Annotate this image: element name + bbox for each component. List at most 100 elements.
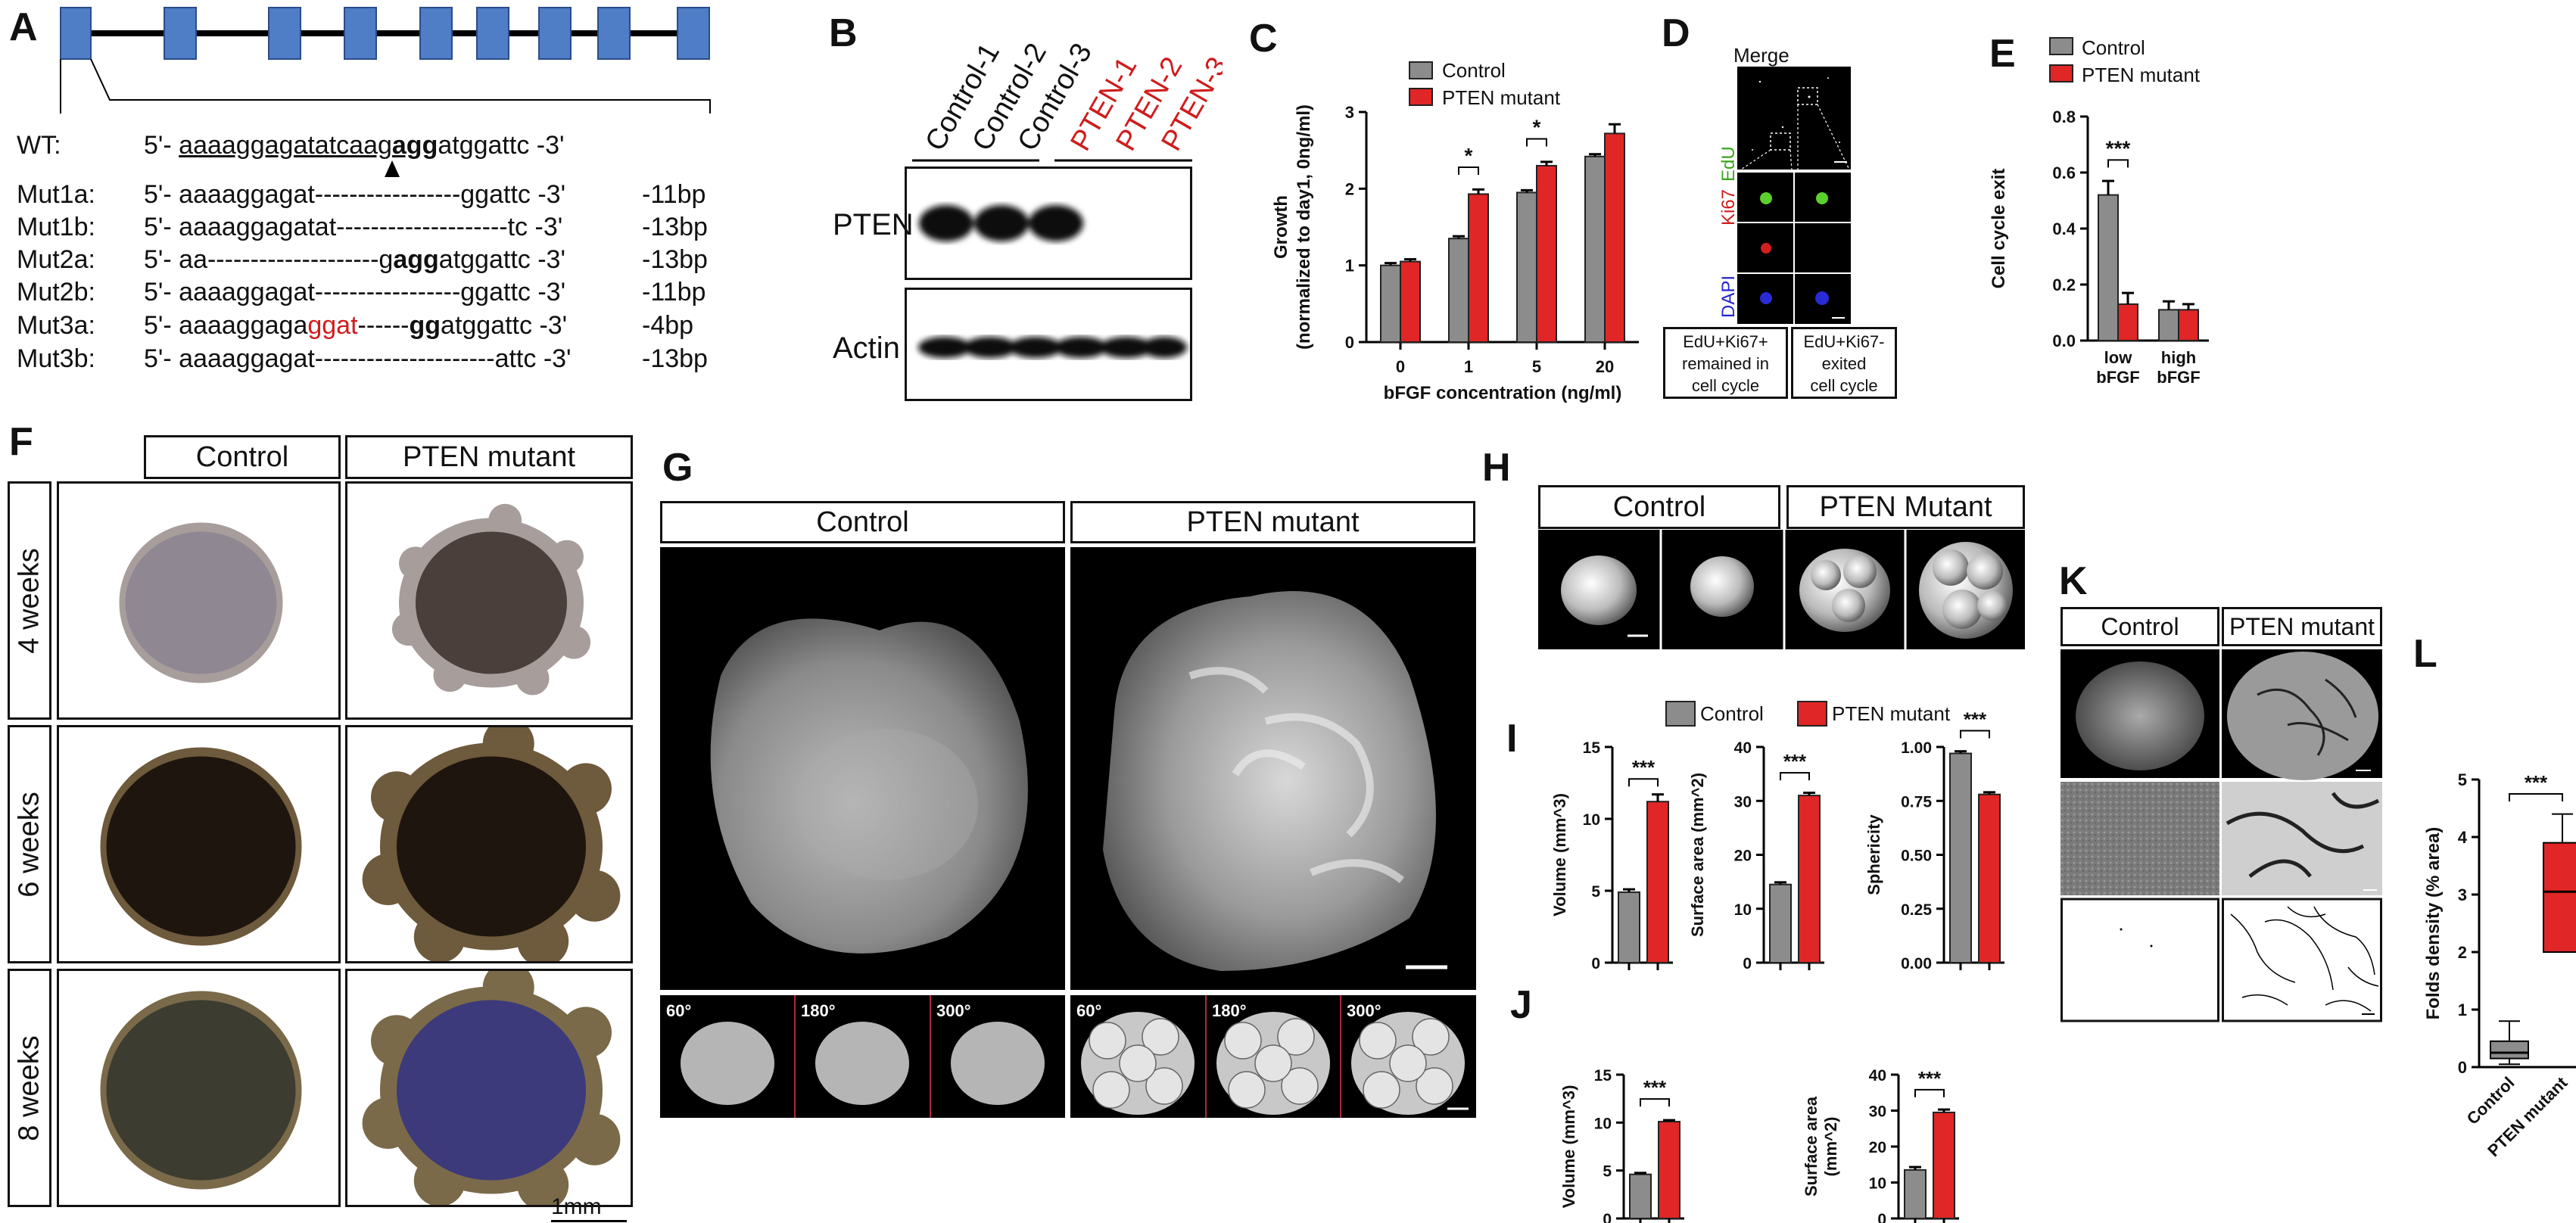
- y-axis-title: (mm^2): [1821, 1117, 1840, 1177]
- y-tick-label: 15: [1583, 739, 1601, 757]
- y-axis-title: Cell cycle exit: [1989, 169, 2009, 289]
- f-scale-bar: [551, 1220, 627, 1222]
- organoid-lobe: [488, 503, 522, 537]
- organoid-lobe: [1359, 1022, 1397, 1060]
- organoid-image: [345, 481, 633, 720]
- bar: [1536, 164, 1557, 343]
- significance-bracket: [1628, 778, 1659, 787]
- legend-swatch-control: [1409, 61, 1433, 79]
- y-axis-title: Growth: [1271, 195, 1291, 259]
- significance-label: *: [1465, 144, 1473, 167]
- legend-label: Control: [1442, 59, 1506, 82]
- h-3d-renderings: [1538, 530, 2025, 649]
- significance-label: ***: [1632, 756, 1656, 779]
- y-tick-label: 1: [2458, 1000, 2467, 1019]
- bar: [2098, 194, 2119, 341]
- seq-text: 5'- aaaaggagat---------------------attc …: [144, 344, 572, 373]
- organoid-lobe: [568, 1113, 621, 1165]
- box-remained: EdU+Ki67+ remained in cell cycle: [1663, 327, 1788, 399]
- organoid-lobe: [391, 612, 425, 646]
- box-remained-line2: remained in: [1682, 354, 1769, 373]
- organoid-drawing: [362, 727, 621, 961]
- y-axis-title: Folds density (% area): [2423, 827, 2444, 1020]
- blot-pten: [905, 166, 1192, 280]
- y-tick-label: 20: [1869, 1139, 1886, 1156]
- significance-bracket: [2107, 159, 2129, 168]
- organoid-core: [125, 531, 277, 674]
- y-tick-label: 30: [1869, 1103, 1886, 1121]
- seq-text: 5'- aaaaggagatat--------------------tc -…: [144, 213, 563, 241]
- seq-inserted: ggat: [307, 311, 358, 340]
- f-row-label-box: 8 weeks: [8, 969, 51, 1207]
- seq-name: Mut3b:: [17, 344, 95, 373]
- seq-name: Mut3a:: [17, 311, 95, 340]
- seq-text: 5'- aaaaggagatatcaagaggatggattc -3': [144, 132, 565, 158]
- box: [2490, 1040, 2529, 1060]
- seq-name: Mut1a:: [17, 180, 95, 209]
- organoid-lobe: [550, 540, 584, 574]
- seq-part: atggattc -3': [438, 245, 565, 274]
- y-axis-title: Sphericity: [1864, 814, 1883, 895]
- organoid-image: [345, 725, 633, 963]
- chart-i3: 0.00 0.25 0.50 0.75 1.00 *** Sphericity: [1864, 708, 2004, 972]
- channel-images: [1737, 173, 1851, 324]
- y-axis-title: Volume (mm^3): [1550, 793, 1569, 916]
- y-tick-label: 0.25: [1901, 901, 1932, 919]
- f-row-label-box: 6 weeks: [8, 725, 51, 963]
- seq-name: Mut1b:: [17, 213, 95, 241]
- y-tick-label: 5: [1603, 1163, 1612, 1181]
- y-tick-label: 0: [1591, 955, 1600, 972]
- legend-i-control-swatch: [1665, 701, 1696, 727]
- legend-i-mutant-swatch: [1797, 701, 1827, 727]
- x-axis-title: bFGF concentration (ng/ml): [1384, 383, 1622, 403]
- gene-structure-diagram: [60, 7, 711, 114]
- chart-i1: 0 5 10 15 *** Volume (mm^3): [1550, 739, 1673, 972]
- organoid-lobe: [1119, 1044, 1157, 1082]
- y-axis-title: Surface area: [1802, 1096, 1821, 1197]
- seq-deletion: -11bp: [642, 278, 706, 307]
- panel-label-k: K: [2059, 559, 2088, 603]
- significance-bracket: [1914, 1088, 1945, 1097]
- y-tick-label: 30: [1734, 793, 1752, 811]
- significance-bracket: [1780, 772, 1810, 781]
- bar: [2158, 309, 2179, 341]
- x-tick-label: 20: [1596, 357, 1614, 376]
- significance-label: ***: [1783, 750, 1807, 773]
- organoid-drawing: [362, 971, 621, 1205]
- bar: [2178, 309, 2199, 341]
- legend-i-mutant: PTEN mutant: [1832, 702, 1951, 725]
- panel-label-h: H: [1482, 446, 1511, 490]
- seq-deletion: -13bp: [642, 344, 708, 373]
- seq-part: 5'- aaaaggaga: [144, 311, 308, 340]
- bar: [1798, 795, 1821, 963]
- h-header-mutant: PTEN Mutant: [1786, 485, 2025, 529]
- seq-part: 5'-: [144, 131, 179, 160]
- box: [2543, 842, 2576, 953]
- legend-i-control: Control: [1700, 702, 1764, 725]
- organoid-lobe: [1363, 1071, 1400, 1109]
- significance-bracket: [2509, 793, 2563, 801]
- seq-text: 5'- aaaaggagaggat------ggatggattc -3': [144, 313, 567, 338]
- organoid-lobe: [1281, 1067, 1319, 1105]
- significance-label: ***: [1643, 1076, 1667, 1099]
- y-tick-label: 15: [1594, 1067, 1612, 1085]
- organoid-core: [397, 756, 586, 937]
- legend-label: Control: [2082, 36, 2145, 59]
- significance-bracket: [1640, 1098, 1670, 1107]
- x-tick-label: bFGF: [2096, 368, 2139, 387]
- significance-label: *: [1533, 115, 1541, 138]
- y-tick-label: 4: [2458, 828, 2468, 847]
- bar: [1380, 264, 1401, 343]
- bar: [1584, 155, 1606, 343]
- f-header-control: Control: [144, 435, 341, 479]
- y-axis-title: Volume (mm^3): [1559, 1085, 1578, 1209]
- y-tick-label: 0: [2458, 1058, 2467, 1077]
- y-tick-label: 5: [2458, 770, 2467, 789]
- panel-label-j: J: [1510, 983, 1532, 1027]
- y-tick-label: 0.50: [1901, 848, 1932, 865]
- organoid-view: [951, 1022, 1045, 1105]
- y-tick-label: 3: [1345, 103, 1354, 122]
- y-tick-label: 1.00: [1901, 739, 1932, 757]
- angle-label: 300°: [936, 1001, 971, 1020]
- organoid-lobe: [557, 625, 591, 659]
